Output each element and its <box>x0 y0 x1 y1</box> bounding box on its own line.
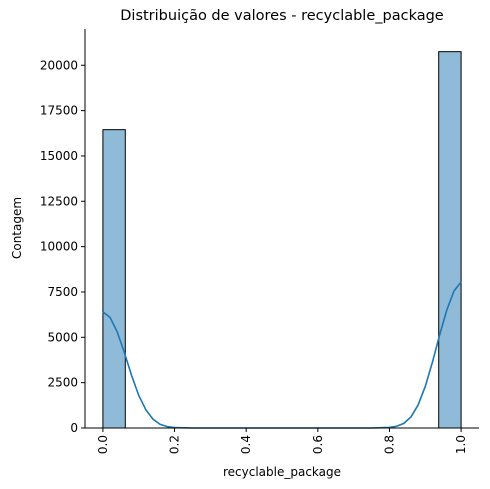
histogram-bar-1 <box>438 51 462 429</box>
histogram-bar-0 <box>102 129 126 429</box>
bars-group <box>102 51 462 429</box>
y-axis-label: Contagem <box>10 197 24 259</box>
axes-spines <box>84 29 479 429</box>
y-tick-label-2: 5000 <box>47 330 78 344</box>
x-axis-ticks: 0.0 0.2 0.4 0.6 0.8 1.0 <box>96 428 468 454</box>
y-tick-label-7: 17500 <box>40 104 78 118</box>
kde-group <box>102 281 462 429</box>
x-tick-label-2: 0.4 <box>239 435 253 454</box>
x-tick-label-3: 0.6 <box>311 435 325 454</box>
x-axis-label: recyclable_package <box>223 465 341 479</box>
x-tick-label-1: 0.2 <box>168 435 182 454</box>
x-tick-label-4: 0.8 <box>382 435 396 454</box>
y-tick-label-6: 15000 <box>40 149 78 163</box>
y-tick-label-5: 12500 <box>40 194 78 208</box>
chart-title: Distribuição de valores - recyclable_pac… <box>120 8 444 24</box>
y-axis-ticks: 0 2500 5000 7500 10000 12500 15000 17500 20000 <box>40 58 85 435</box>
y-tick-label-3: 7500 <box>47 285 78 299</box>
y-tick-label-4: 10000 <box>40 240 78 254</box>
x-tick-label-5: 1.0 <box>454 435 468 454</box>
x-tick-label-0: 0.0 <box>96 435 110 454</box>
y-tick-label-0: 0 <box>70 421 78 435</box>
y-tick-label-8: 20000 <box>40 58 78 72</box>
y-tick-label-1: 2500 <box>47 376 78 390</box>
kde-line <box>102 281 462 429</box>
